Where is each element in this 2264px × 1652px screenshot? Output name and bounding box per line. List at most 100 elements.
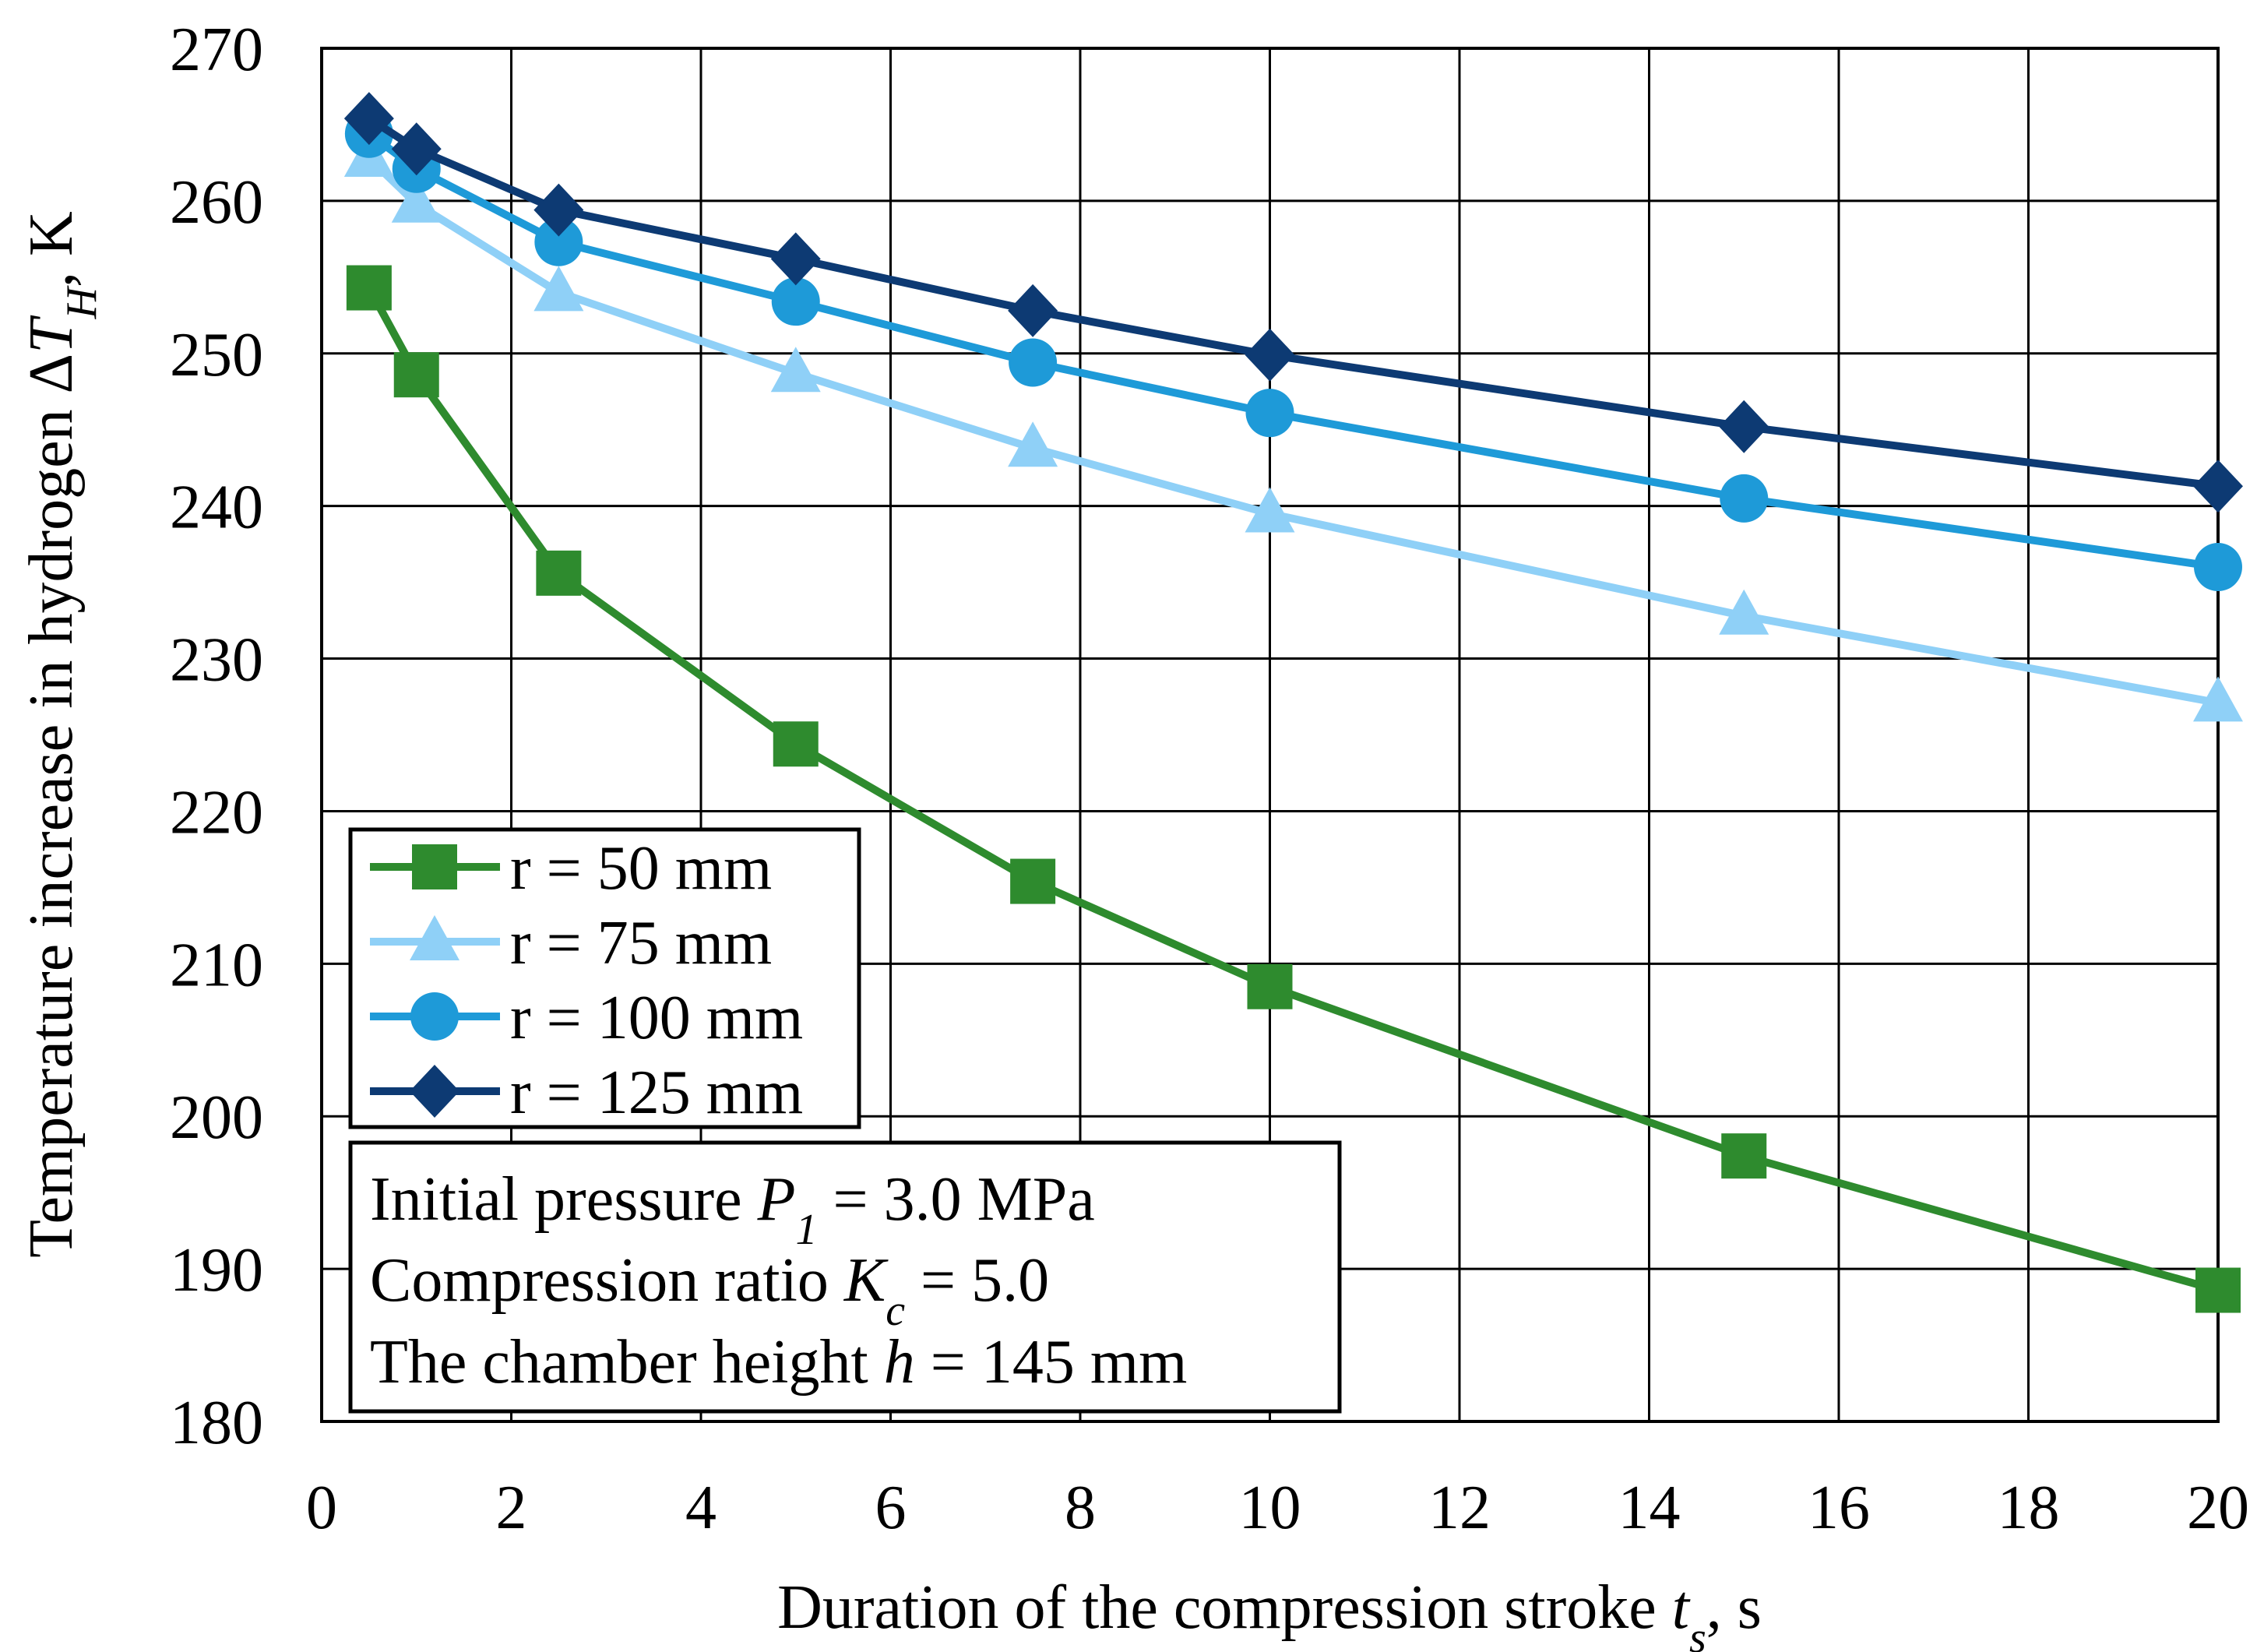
x-tick-label: 4: [685, 1474, 717, 1542]
y-axis-title: Temperature increase in hydrogen ΔTH, K: [17, 211, 106, 1258]
y-tick-label: 210: [170, 931, 263, 999]
series-line-1: [366, 155, 2219, 707]
x-axis-title-text: Duration of the compression stroke: [777, 1573, 1672, 1642]
note-line-height: The chamber height h = 145 mm: [370, 1328, 1187, 1397]
legend-marker: [410, 915, 459, 960]
data-point-3-1: [391, 122, 442, 176]
legend-label: r = 125 mm: [510, 1058, 803, 1127]
legend-marker: [412, 844, 457, 889]
x-tick-labels: 0 2 4 6 8 10 12 14 16 18 20: [306, 1474, 2249, 1542]
data-point-2-7: [2194, 543, 2242, 592]
y-axis-title-var: T: [17, 315, 86, 354]
data-point-0-5: [1247, 963, 1293, 1009]
legend-entry: r = 100 mm: [370, 984, 803, 1052]
series-line-3: [367, 114, 2219, 491]
x-axis-title-var: t: [1672, 1573, 1691, 1642]
y-tick-label: 250: [170, 321, 263, 389]
legend: r = 50 mmr = 75 mm r = 100 mmr = 125 mm: [348, 827, 861, 1129]
y-axis-title-unit: , K: [17, 211, 86, 287]
note-line-pressure-text: Initial pressure: [370, 1165, 758, 1234]
legend-entry: r = 125 mm: [370, 1058, 803, 1127]
data-point-3-6: [1719, 400, 1769, 453]
x-tick-label: 14: [1618, 1474, 1681, 1542]
y-tick-labels: 180 190 200 210 220 230 240 250 260 270: [170, 16, 263, 1457]
note-line-ratio-sub: c: [886, 1287, 905, 1335]
legend-marker: [410, 1065, 459, 1118]
x-axis-title-unit: , s: [1706, 1573, 1762, 1642]
note-line-ratio-var: K: [843, 1246, 889, 1315]
data-point-1-5: [1245, 487, 1295, 533]
note-line-pressure-rest: = 3.0 MPa: [818, 1165, 1095, 1234]
x-tick-label: 18: [1998, 1474, 2060, 1542]
legend-label: r = 75 mm: [510, 909, 772, 977]
y-tick-label: 220: [170, 778, 263, 847]
x-tick-label: 12: [1428, 1474, 1491, 1542]
note-line-height-rest: = 145 mm: [915, 1328, 1188, 1397]
y-axis-title-sub: H: [58, 285, 106, 319]
data-point-0-4: [1010, 858, 1056, 904]
parameter-note-box: [348, 1140, 1342, 1414]
data-point-0-3: [773, 721, 819, 767]
plot-frame: [320, 47, 2220, 1423]
data-point-3-4: [1008, 284, 1058, 337]
data-point-3-0: [343, 92, 394, 146]
data-point-3-5: [1245, 328, 1295, 382]
x-tick-label: 10: [1239, 1474, 1301, 1542]
y-tick-label: 240: [170, 474, 263, 542]
data-point-0-1: [393, 352, 439, 398]
series-3: [343, 92, 2243, 513]
series-layer: [343, 92, 2243, 1313]
x-tick-label: 8: [1065, 1474, 1096, 1542]
note-line-pressure: Initial pressure P1 = 3.0 MPa: [370, 1165, 1095, 1254]
y-tick-label: 190: [170, 1236, 263, 1305]
data-point-3-2: [533, 183, 584, 237]
note-line-height-text: The chamber height: [370, 1328, 884, 1397]
legend-items: r = 50 mmr = 75 mm r = 100 mmr = 125 mm: [370, 834, 803, 1127]
data-point-1-2: [533, 266, 584, 312]
note-line-ratio-text: Compression ratio: [370, 1246, 844, 1315]
data-point-2-6: [1720, 474, 1769, 523]
data-point-1-6: [1719, 589, 1769, 635]
series-1: [343, 132, 2243, 722]
x-tick-label: 0: [306, 1474, 337, 1542]
legend-label: r = 100 mm: [510, 984, 803, 1052]
x-axis-title-sub: s: [1689, 1614, 1706, 1652]
data-point-0-0: [346, 265, 392, 311]
x-tick-label: 20: [2187, 1474, 2249, 1542]
data-point-1-3: [770, 347, 821, 393]
x-axis-title: Duration of the compression stroke ts, s: [777, 1573, 1762, 1652]
data-point-2-4: [1009, 338, 1058, 387]
legend-entry: r = 75 mm: [370, 909, 772, 977]
data-point-3-3: [770, 232, 821, 286]
data-point-1-4: [1008, 421, 1058, 467]
y-tick-label: 230: [170, 626, 263, 695]
legend-marker: [410, 992, 459, 1041]
y-tick-label: 260: [170, 168, 263, 237]
parameter-note: Initial pressure P1 = 3.0 MPa Compressio…: [348, 1140, 1342, 1414]
y-tick-label: 180: [170, 1389, 263, 1457]
y-tick-label: 270: [170, 16, 263, 84]
x-tick-label: 6: [875, 1474, 907, 1542]
data-point-0-2: [536, 550, 582, 596]
series-line-2: [366, 130, 2219, 571]
data-point-2-2: [534, 217, 583, 266]
data-point-1-7: [2193, 676, 2243, 722]
note-line-pressure-var: P: [757, 1165, 796, 1234]
y-axis-title-text: Temperature increase in hydrogen Δ: [17, 354, 86, 1258]
data-point-2-3: [771, 277, 820, 326]
note-line-ratio-rest: = 5.0: [905, 1246, 1049, 1315]
data-point-0-6: [1721, 1133, 1767, 1179]
x-tick-label: 16: [1808, 1474, 1870, 1542]
note-line-ratio: Compression ratio Kc = 5.0: [370, 1246, 1049, 1335]
data-point-2-5: [1245, 389, 1294, 438]
data-point-1-1: [391, 177, 442, 223]
series-0: [346, 265, 2241, 1313]
x-tick-label: 2: [496, 1474, 527, 1542]
series-line-0: [365, 286, 2220, 1294]
y-tick-label: 200: [170, 1083, 263, 1152]
note-line-pressure-sub: 1: [796, 1206, 818, 1254]
legend-label: r = 50 mm: [510, 834, 772, 903]
note-line-height-var: h: [884, 1328, 915, 1397]
legend-entry: r = 50 mm: [370, 834, 772, 903]
